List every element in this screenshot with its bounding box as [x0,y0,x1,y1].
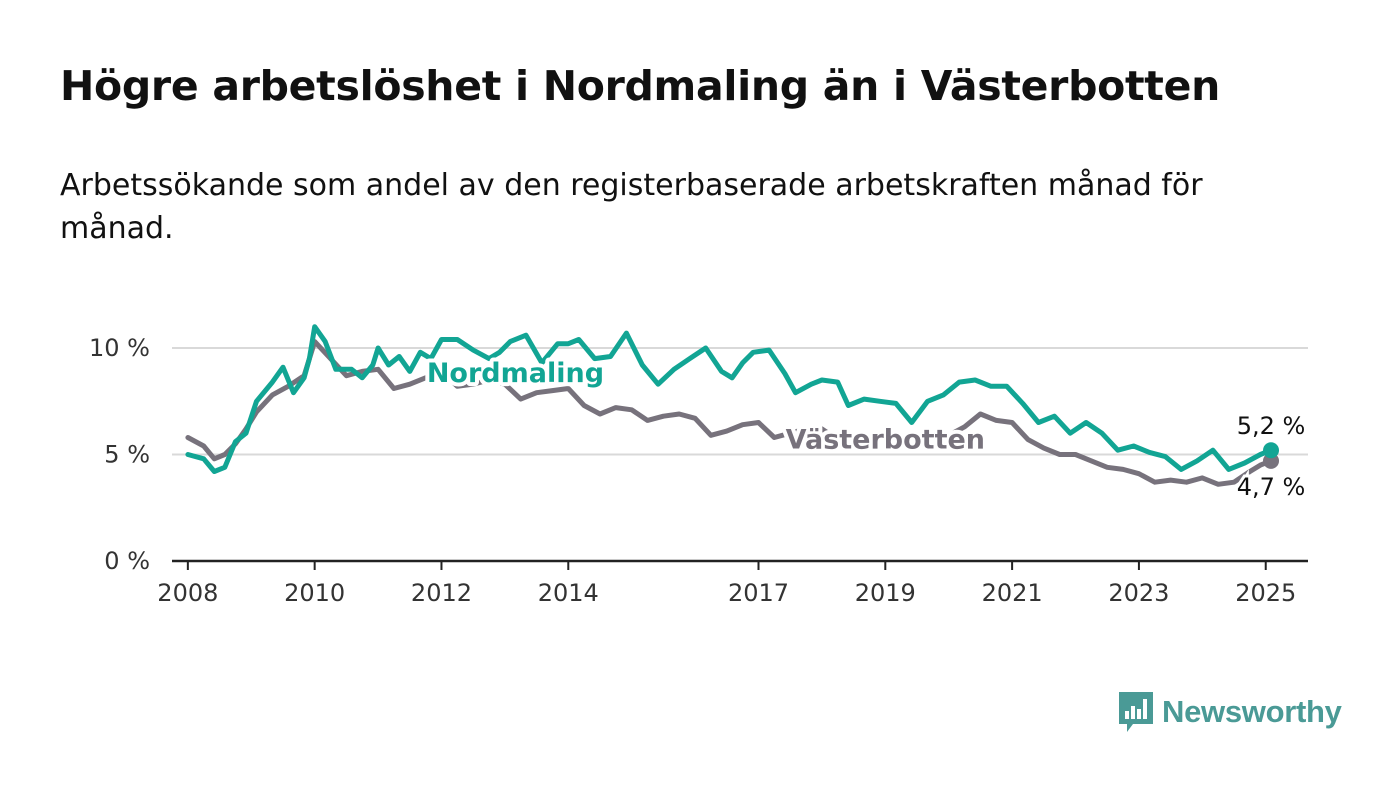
end-point-nordmaling [1263,442,1280,459]
x-tick-label: 2025 [1235,579,1296,607]
end-value-label-nordmaling: 5,2 % [1237,412,1306,440]
brand-name: Newsworthy [1162,694,1342,729]
x-tick-label: 2019 [855,579,916,607]
x-tick-label: 2014 [538,579,599,607]
series-labels: Nordmaling Västerbotten 5,2 % 4,7 % [423,354,1308,504]
y-tick-label: 5 % [104,441,150,469]
series-label-nordmaling: Nordmaling [427,358,604,389]
y-axis-tick-labels: 0 % 5 % 10 % [89,334,150,575]
x-tick-label: 2023 [1108,579,1169,607]
x-tick-label: 2021 [982,579,1043,607]
chart-title: Högre arbetslöshet i Nordmaling än i Väs… [60,62,1221,110]
y-tick-label: 10 % [89,334,150,362]
end-value-label-vasterbotten: 4,7 % [1237,473,1306,501]
series-lines [185,324,1280,487]
x-axis-ticks: 2008 2010 2012 2014 2017 2019 2021 2023 2025 [157,561,1296,607]
x-tick-label: 2010 [284,579,345,607]
newsworthy-brand: Newsworthy [1118,690,1342,734]
y-tick-label: 0 % [104,547,150,575]
x-tick-label: 2017 [728,579,789,607]
x-tick-label: 2012 [411,579,472,607]
gridlines [172,347,1308,456]
bar-chart-speech-bubble-icon [1119,692,1153,732]
chart-subtitle: Arbetssökande som andel av den registerb… [60,168,1203,246]
series-line-nordmaling [185,324,1274,474]
series-line-vasterbotten [185,339,1274,487]
x-tick-label: 2008 [157,579,218,607]
series-label-vasterbotten: Västerbotten [786,425,985,456]
